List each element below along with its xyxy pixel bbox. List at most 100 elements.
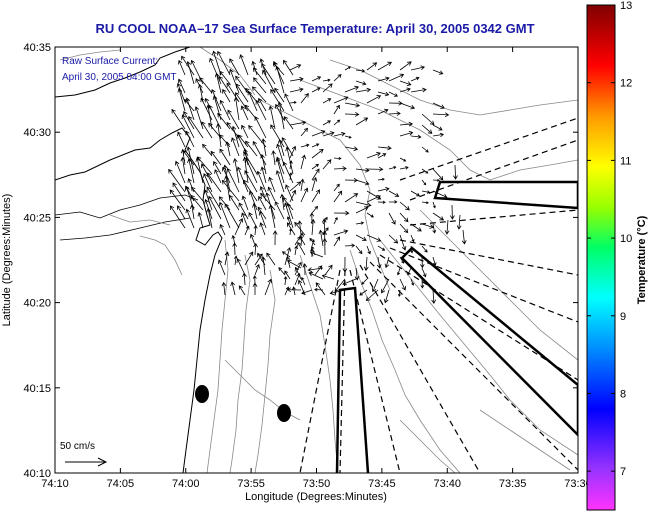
current-vector	[232, 242, 238, 256]
current-vector	[294, 245, 299, 256]
current-vector	[432, 212, 445, 221]
current-vector	[190, 194, 204, 211]
current-vector	[201, 121, 213, 139]
current-vector	[399, 278, 406, 291]
current-vector	[309, 251, 324, 258]
current-vector	[277, 101, 285, 130]
current-vector	[366, 95, 382, 104]
current-vector	[300, 187, 309, 203]
current-vector	[399, 166, 409, 170]
current-vector	[252, 67, 267, 85]
current-vector	[366, 195, 381, 203]
colorbar-tick-label: 12	[620, 78, 632, 90]
current-vector	[177, 87, 186, 112]
current-vector	[300, 154, 307, 170]
current-vector	[241, 124, 249, 139]
current-vector	[224, 251, 230, 266]
current-vector	[279, 193, 285, 211]
current-vector	[243, 151, 258, 175]
current-vector	[185, 208, 195, 229]
current-vector	[289, 101, 297, 104]
current-vector	[208, 122, 222, 139]
current-vector	[322, 78, 331, 82]
current-vector	[217, 50, 231, 76]
current-vector	[268, 176, 276, 193]
current-vector	[311, 176, 318, 192]
current-vector	[421, 179, 427, 186]
current-vector	[333, 166, 347, 172]
current-vector	[284, 270, 291, 280]
current-vector	[242, 272, 247, 286]
current-vector	[299, 235, 306, 246]
current-vector	[283, 202, 294, 229]
current-vector	[218, 75, 231, 94]
current-vector	[272, 230, 278, 246]
current-vector	[333, 190, 343, 203]
current-vector	[284, 286, 290, 296]
current-vector	[366, 151, 381, 159]
current-vector	[289, 76, 304, 82]
current-vector	[388, 166, 397, 170]
current-vector	[233, 96, 240, 121]
current-vector	[410, 278, 415, 286]
colorbar-tick-label: 7	[620, 466, 626, 478]
current-vector	[410, 234, 415, 243]
y-tick-label: 40:10	[23, 468, 51, 480]
current-vector	[432, 201, 436, 209]
current-vector	[221, 281, 227, 296]
current-vector	[399, 223, 409, 234]
current-vector	[432, 102, 445, 109]
current-vector	[278, 267, 286, 276]
colorbar-tick-label: 8	[620, 388, 626, 400]
current-vector	[236, 258, 246, 276]
current-vector	[284, 93, 294, 112]
current-vector	[229, 58, 240, 76]
current-vector	[294, 261, 302, 276]
current-vector	[222, 88, 231, 103]
current-vector	[301, 276, 306, 286]
current-vector	[181, 114, 195, 139]
current-vector	[275, 170, 285, 193]
current-vector	[219, 223, 226, 236]
current-vector	[324, 264, 333, 276]
current-vector	[247, 90, 258, 112]
current-vector	[242, 179, 258, 202]
current-vector	[355, 179, 370, 186]
current-vector	[333, 217, 338, 225]
current-vector	[251, 86, 267, 103]
current-vector	[239, 54, 249, 76]
current-vector	[366, 166, 384, 172]
current-vector	[377, 108, 389, 115]
current-vector	[202, 143, 213, 157]
current-vector	[410, 87, 427, 93]
current-vector	[371, 278, 379, 293]
current-vector	[355, 87, 372, 93]
x-tick-label: 73:45	[368, 478, 396, 490]
current-vector	[241, 195, 249, 211]
current-vector	[189, 204, 195, 220]
current-vector	[300, 127, 309, 137]
current-vector	[333, 96, 349, 104]
current-vector	[258, 195, 267, 211]
current-vector	[322, 227, 329, 236]
current-vector	[168, 168, 186, 193]
current-vector	[225, 141, 231, 157]
current-vector	[252, 140, 267, 166]
current-vector	[456, 214, 462, 230]
y-tick-label: 40:25	[23, 212, 51, 224]
map-area: 50 cm/s Raw Surface Current: April 30, 2…	[55, 47, 578, 473]
current-vector	[333, 156, 342, 161]
y-axis: 40:35 40:30 40:25 40:20 40:15 40:10	[23, 42, 578, 480]
current-vector	[258, 97, 267, 112]
x-tick-label: 74:05	[107, 478, 135, 490]
current-vector	[314, 265, 323, 276]
current-vector	[289, 64, 302, 71]
current-vector	[254, 116, 267, 139]
x-axis-label: Longitude (Degrees:Minutes)	[245, 491, 387, 503]
current-vector	[396, 267, 401, 276]
current-vector	[274, 201, 285, 220]
current-vector	[253, 77, 267, 94]
current-vector	[172, 182, 186, 202]
current-vector	[354, 267, 360, 281]
